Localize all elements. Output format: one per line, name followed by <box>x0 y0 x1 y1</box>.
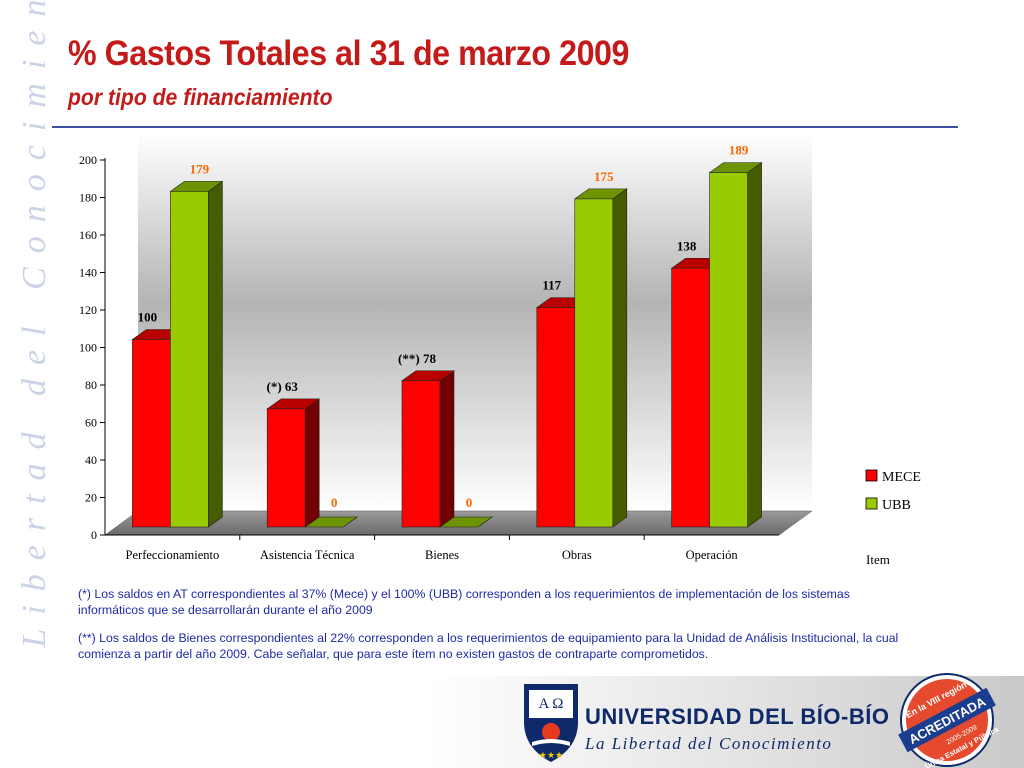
bar-chart: 0 20 40 60 80 100 120 140 160 180 200 Perfeccionam… <box>79 133 921 567</box>
data-labels-group: 100 179 (*) 63 0 (**) 78 0 117 175 138 189 <box>138 143 749 510</box>
y-tick-label: 20 <box>85 491 97 505</box>
y-tick-label: 100 <box>79 341 97 355</box>
data-label-mece: (*) 63 <box>266 379 298 394</box>
legend-swatch-mece <box>865 469 878 482</box>
x-tick-label: Perfeccionamiento <box>126 548 220 562</box>
bar-front <box>574 198 614 528</box>
legend-swatch-ubb <box>865 497 878 510</box>
university-motto: La Libertad del Conocimiento <box>585 734 833 753</box>
x-tick-label: Asistencia Técnica <box>260 548 355 562</box>
legend-label-mece: MECE <box>882 470 921 485</box>
page-subtitle: por tipo de financiamiento <box>68 84 333 110</box>
footer-band <box>0 676 1024 768</box>
bar-front <box>132 339 171 528</box>
bar-front <box>536 307 576 528</box>
bar-top <box>439 516 493 528</box>
bar-front <box>170 191 209 528</box>
x-tick-label: Bienes <box>425 548 459 562</box>
y-tick-label: 180 <box>79 191 97 205</box>
data-label-mece: 100 <box>138 310 158 325</box>
bar-side <box>304 398 320 528</box>
bars-group <box>131 162 763 528</box>
data-label-ubb: 0 <box>331 495 338 510</box>
bar-front <box>709 172 748 528</box>
x-axis-ticks: Perfeccionamiento Asistencia Técnica Biene… <box>126 535 739 562</box>
university-name: UNIVERSIDAD DEL BÍO-BÍO <box>585 704 890 729</box>
bar-top <box>304 516 359 528</box>
data-label-mece: 117 <box>542 278 561 293</box>
y-tick-label: 120 <box>79 303 97 317</box>
footnote-asistencia-tecnica: (*) Los saldos en AT correspondientes al… <box>78 587 850 617</box>
bar-ubb-2 <box>439 516 493 528</box>
bar-side <box>747 162 762 528</box>
y-tick-label: 40 <box>85 453 97 467</box>
data-label-ubb: 0 <box>466 495 473 510</box>
legend-label-ubb: UBB <box>882 498 911 513</box>
bar-front <box>401 380 441 528</box>
y-tick-label: 140 <box>79 266 97 280</box>
x-tick-label: Operación <box>686 548 739 562</box>
accreditation-badge: ACREDITADA En la VIII región 2005-2009 Ú… <box>898 673 1001 768</box>
y-tick-label: 80 <box>85 378 97 392</box>
y-tick-label: 160 <box>79 228 97 242</box>
x-axis-title: Item <box>866 552 890 567</box>
bar-ubb-0 <box>169 180 224 528</box>
bar-side <box>208 180 223 528</box>
svg-text:★★★: ★★★ <box>539 750 563 760</box>
title-divider <box>52 126 958 128</box>
bar-ubb-1 <box>304 516 359 528</box>
footnote-bienes: (**) Los saldos de Bienes correspondient… <box>78 631 899 661</box>
data-label-mece: 138 <box>677 238 697 253</box>
y-tick-label: 200 <box>79 153 97 167</box>
university-shield-logo: A Ω ★★★ <box>524 684 578 762</box>
legend: MECE UBB <box>865 469 921 513</box>
bar-front <box>266 408 306 528</box>
data-label-ubb: 189 <box>729 143 749 158</box>
data-label-ubb: 175 <box>594 169 614 184</box>
bar-side <box>439 370 455 528</box>
logo-letters: A Ω <box>539 696 564 712</box>
bar-ubb-3 <box>573 188 628 528</box>
page-title: % Gastos Totales al 31 de marzo 2009 <box>68 34 629 73</box>
y-axis-ticks: 0 20 40 60 80 100 120 140 160 180 200 <box>79 153 105 542</box>
y-tick-label: 60 <box>85 416 97 430</box>
bar-ubb-4 <box>708 162 763 528</box>
data-label-ubb: 179 <box>190 161 210 176</box>
bar-side <box>612 188 628 528</box>
bar-mece-2 <box>401 370 455 528</box>
bar-mece-1 <box>266 398 321 528</box>
data-label-mece: (**) 78 <box>398 351 436 366</box>
x-tick-label: Obras <box>562 548 592 562</box>
y-tick-label: 0 <box>91 528 97 542</box>
bar-front <box>671 267 710 528</box>
